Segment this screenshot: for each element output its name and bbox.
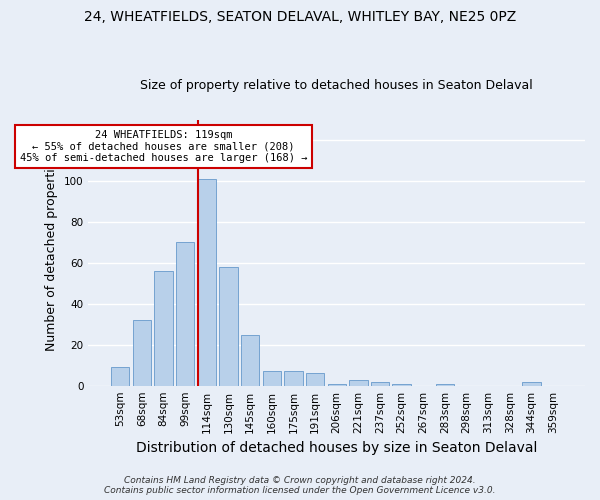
- Bar: [154, 271, 173, 386]
- X-axis label: Distribution of detached houses by size in Seaton Delaval: Distribution of detached houses by size …: [136, 441, 538, 455]
- Bar: [241, 334, 259, 386]
- Title: Size of property relative to detached houses in Seaton Delaval: Size of property relative to detached ho…: [140, 79, 533, 92]
- Bar: [523, 382, 541, 386]
- Bar: [219, 267, 238, 386]
- Bar: [133, 320, 151, 386]
- Bar: [328, 384, 346, 386]
- Bar: [263, 372, 281, 386]
- Bar: [284, 372, 302, 386]
- Bar: [392, 384, 411, 386]
- Text: 24, WHEATFIELDS, SEATON DELAVAL, WHITLEY BAY, NE25 0PZ: 24, WHEATFIELDS, SEATON DELAVAL, WHITLEY…: [84, 10, 516, 24]
- Bar: [371, 382, 389, 386]
- Y-axis label: Number of detached properties: Number of detached properties: [45, 154, 58, 351]
- Bar: [349, 380, 368, 386]
- Text: Contains HM Land Registry data © Crown copyright and database right 2024.
Contai: Contains HM Land Registry data © Crown c…: [104, 476, 496, 495]
- Text: 24 WHEATFIELDS: 119sqm
← 55% of detached houses are smaller (208)
45% of semi-de: 24 WHEATFIELDS: 119sqm ← 55% of detached…: [20, 130, 307, 163]
- Bar: [176, 242, 194, 386]
- Bar: [197, 179, 216, 386]
- Bar: [436, 384, 454, 386]
- Bar: [111, 368, 130, 386]
- Bar: [306, 374, 324, 386]
